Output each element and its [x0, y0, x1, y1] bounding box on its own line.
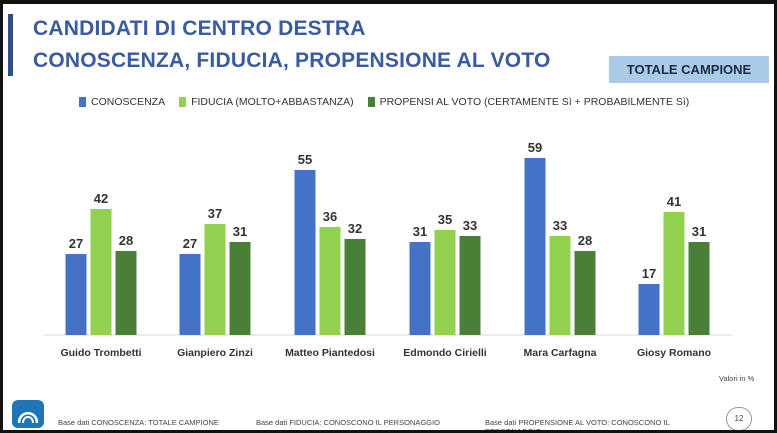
data-label-conoscenza: 31 — [413, 224, 427, 239]
data-label-propensi: 28 — [119, 233, 133, 248]
bar-fiducia — [319, 227, 341, 335]
data-label-conoscenza: 27 — [183, 236, 197, 251]
slide-title-line2: CONOSCENZA, FIDUCIA, PROPENSIONE AL VOTO — [33, 49, 551, 72]
brand-logo — [12, 400, 44, 428]
legend-swatch-conoscenza — [79, 97, 86, 107]
footnote-conoscenza: Base dati CONOSCENZA: TOTALE CAMPIONE — [58, 418, 219, 427]
slide: CANDIDATI DI CENTRO DESTRA CONOSCENZA, F… — [3, 4, 774, 430]
legend-item-conoscenza: CONOSCENZA — [79, 96, 165, 108]
data-label-fiducia: 35 — [438, 212, 452, 227]
bar-conoscenza — [179, 254, 201, 335]
legend-item-propensi: PROPENSI AL VOTO (CERTAMENTE Sì + PROBAB… — [367, 96, 690, 108]
data-label-fiducia: 42 — [94, 191, 108, 206]
chart-legend: CONOSCENZA FIDUCIA (MOLTO+ABBASTANZA) PR… — [79, 96, 703, 108]
bar-propensi — [574, 251, 596, 335]
bar-propensi — [229, 242, 251, 335]
legend-swatch-propensi — [367, 97, 375, 107]
bar-fiducia — [90, 209, 112, 335]
bar-conoscenza — [409, 242, 431, 335]
data-label-conoscenza: 17 — [642, 266, 656, 281]
data-label-propensi: 33 — [463, 218, 477, 233]
footnote-fiducia: Base dati FIDUCIA: CONOSCONO IL PERSONAG… — [256, 418, 440, 427]
category-label: Guido Trombetti — [60, 347, 141, 359]
category-label: Edmondo Cirielli — [403, 347, 487, 359]
data-label-fiducia: 33 — [553, 218, 567, 233]
units-note: Valori in % — [719, 374, 755, 383]
logo-arch-icon — [17, 412, 39, 424]
category-label: Mara Carfagna — [524, 347, 597, 359]
data-label-conoscenza: 55 — [298, 152, 312, 167]
bar-propensi — [688, 242, 710, 335]
data-label-fiducia: 41 — [667, 194, 681, 209]
data-label-propensi: 31 — [692, 224, 706, 239]
title-accent-bar — [8, 14, 13, 76]
bar-chart: 27 42 28 Guido Trombetti 27 37 31 Gianpiero Zin… — [43, 140, 733, 359]
bar-conoscenza — [65, 254, 87, 335]
bar-fiducia — [549, 236, 571, 335]
bar-fiducia — [663, 212, 685, 335]
category-label: Matteo Piantedosi — [285, 347, 375, 359]
bar-propensi — [459, 236, 481, 335]
legend-label-propensi: PROPENSI AL VOTO (CERTAMENTE Sì + PROBAB… — [379, 96, 690, 108]
data-label-conoscenza: 27 — [69, 236, 83, 251]
footnote-propensione: Base dati PROPENSIONE AL VOTO: CONOSCONO… — [485, 418, 670, 430]
bar-fiducia — [434, 230, 456, 335]
data-label-propensi: 28 — [578, 233, 592, 248]
legend-label-conoscenza: CONOSCENZA — [91, 96, 166, 108]
bar-fiducia — [204, 224, 226, 335]
bar-conoscenza — [294, 170, 316, 335]
bar-propensi — [115, 251, 137, 335]
sample-badge: TOTALE CAMPIONE — [609, 56, 769, 83]
slide-footer: Base dati CONOSCENZA: TOTALE CAMPIONE Ba… — [3, 392, 774, 430]
slide-title-line1: CANDIDATI DI CENTRO DESTRA — [33, 17, 366, 40]
legend-swatch-fiducia — [179, 97, 187, 107]
bar-propensi — [344, 239, 366, 335]
bar-conoscenza — [524, 158, 546, 335]
legend-label-fiducia: FIDUCIA (MOLTO+ABBASTANZA) — [191, 96, 354, 108]
data-label-fiducia: 36 — [323, 209, 337, 224]
data-label-conoscenza: 59 — [528, 140, 542, 155]
bar-conoscenza — [638, 284, 660, 335]
category-label: Gianpiero Zinzi — [177, 347, 253, 359]
data-label-propensi: 32 — [348, 221, 362, 236]
category-label: Giosy Romano — [637, 347, 711, 359]
legend-item-fiducia: FIDUCIA (MOLTO+ABBASTANZA) — [179, 96, 354, 108]
data-label-propensi: 31 — [233, 224, 247, 239]
page-number: 12 — [726, 407, 752, 430]
data-label-fiducia: 37 — [208, 206, 222, 221]
